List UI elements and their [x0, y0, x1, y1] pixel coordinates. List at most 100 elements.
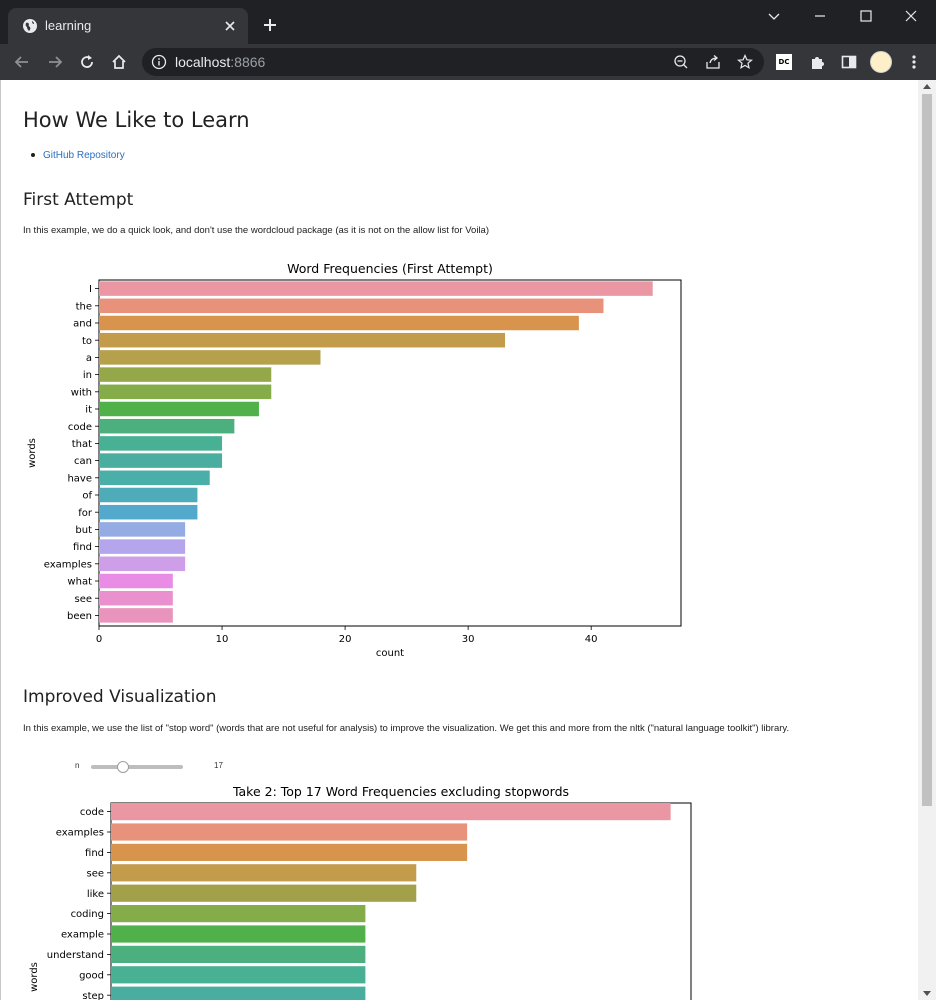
- x-tick-label: 10: [216, 634, 229, 645]
- url-port: :8866: [230, 54, 266, 70]
- page-scrollbar[interactable]: [918, 80, 936, 1000]
- bar-and: [99, 315, 579, 331]
- home-icon[interactable]: [110, 53, 128, 71]
- y-tick-label-examples: examples: [56, 828, 104, 839]
- back-icon[interactable]: [13, 53, 31, 71]
- bar-been: [99, 608, 173, 623]
- bar-good: [111, 966, 366, 984]
- chart-frame: [98, 279, 682, 627]
- y-tick-label-with: with: [71, 387, 92, 398]
- bar-it: [99, 401, 259, 417]
- bar-find: [111, 843, 468, 861]
- bar-I: [99, 281, 653, 296]
- bar-coding: [111, 905, 366, 923]
- bar-for: [99, 504, 198, 520]
- bar-see: [99, 590, 173, 606]
- y-tick-label-examples: examples: [44, 559, 92, 570]
- bar-examples: [111, 823, 468, 841]
- y-tick-label-coding: coding: [71, 909, 104, 920]
- y-tick-label-I: I: [89, 284, 92, 295]
- extensions-puzzle-icon[interactable]: [808, 53, 826, 71]
- y-tick-label-a: a: [86, 353, 92, 364]
- x-tick-label: 0: [96, 634, 102, 645]
- y-tick-label-to: to: [82, 336, 92, 347]
- x-tick-label: 40: [585, 634, 598, 645]
- globe-icon: [23, 19, 37, 33]
- bar-step: [111, 986, 366, 1000]
- chevron-down-icon[interactable]: [766, 8, 782, 24]
- y-tick-label-that: that: [72, 439, 92, 450]
- x-axis-label: count: [376, 648, 404, 659]
- y-tick-label-and: and: [73, 319, 92, 330]
- y-tick-label-code: code: [68, 422, 92, 433]
- share-icon[interactable]: [705, 54, 721, 70]
- side-panel-icon[interactable]: [840, 53, 858, 71]
- x-tick-label: 30: [462, 634, 475, 645]
- x-tick-label: 20: [339, 634, 352, 645]
- tab-title: learning: [45, 18, 92, 33]
- section-text-improved: In this example, we use the list of "sto…: [23, 723, 790, 734]
- bar-of: [99, 487, 198, 503]
- bar-can: [99, 453, 223, 468]
- y-axis-label: words: [29, 962, 40, 992]
- info-icon[interactable]: [151, 54, 167, 70]
- address-bar[interactable]: localhost:8866: [142, 48, 764, 76]
- y-tick-label-see: see: [74, 594, 92, 605]
- bar-to: [99, 332, 506, 348]
- y-tick-label-have: have: [67, 473, 92, 484]
- section-text-first-attempt: In this example, we do a quick look, and…: [23, 225, 489, 236]
- profile-avatar[interactable]: [870, 51, 892, 73]
- close-tab-icon[interactable]: [222, 18, 238, 34]
- chart-title: Word Frequencies (First Attempt): [287, 261, 493, 276]
- y-tick-label-find: find: [85, 848, 104, 859]
- browser-titlebar: learning: [0, 0, 936, 44]
- reload-icon[interactable]: [78, 53, 96, 71]
- bar-a: [99, 350, 321, 365]
- forward-icon[interactable]: [46, 53, 64, 71]
- page-viewport: How We Like to Learn GitHub Repository F…: [0, 80, 936, 1000]
- n-slider[interactable]: n 17: [75, 760, 245, 774]
- y-tick-label-but: but: [75, 525, 92, 536]
- bar-the: [99, 298, 604, 314]
- url-host: localhost: [175, 54, 231, 70]
- bar-in: [99, 367, 272, 382]
- more-menu-icon[interactable]: [905, 53, 923, 71]
- slider-track[interactable]: [91, 761, 183, 773]
- scroll-up-arrow[interactable]: [923, 84, 931, 89]
- zoom-out-icon[interactable]: [673, 54, 689, 70]
- y-tick-label-see: see: [86, 868, 104, 879]
- star-icon[interactable]: [737, 54, 753, 70]
- y-tick-label-the: the: [76, 301, 92, 312]
- close-window-icon[interactable]: [903, 8, 919, 24]
- y-tick-label-find: find: [73, 542, 92, 553]
- bar-with: [99, 384, 272, 400]
- chart-2: Take 2: Top 17 Word Frequencies excludin…: [29, 784, 692, 1000]
- dc-extension-icon[interactable]: DC: [776, 54, 792, 70]
- browser-tab[interactable]: learning: [8, 8, 248, 44]
- scroll-thumb[interactable]: [922, 94, 932, 806]
- bar-understand: [111, 945, 366, 963]
- y-tick-label-step: step: [82, 991, 104, 1000]
- bar-but: [99, 522, 186, 537]
- maximize-icon[interactable]: [858, 8, 874, 24]
- bar-that: [99, 436, 223, 451]
- chart-title: Take 2: Top 17 Word Frequencies excludin…: [232, 784, 569, 799]
- slider-handle[interactable]: [117, 761, 130, 773]
- bar-find: [99, 539, 186, 554]
- y-tick-label-understand: understand: [47, 950, 104, 961]
- url-text: localhost:8866: [175, 54, 265, 70]
- y-tick-label-example: example: [61, 930, 104, 941]
- new-tab-icon[interactable]: [262, 17, 278, 33]
- scroll-down-arrow[interactable]: [923, 991, 931, 996]
- browser-toolbar: localhost:8866 DC: [0, 44, 936, 80]
- y-tick-label-been: been: [67, 611, 92, 622]
- link-list: GitHub Repository: [31, 150, 125, 161]
- minimize-icon[interactable]: [812, 8, 828, 24]
- y-tick-label-code: code: [80, 807, 104, 818]
- y-tick-label-what: what: [67, 577, 92, 588]
- github-repo-link[interactable]: GitHub Repository: [43, 150, 125, 161]
- y-tick-label-can: can: [74, 456, 92, 467]
- bar-examples: [99, 556, 186, 572]
